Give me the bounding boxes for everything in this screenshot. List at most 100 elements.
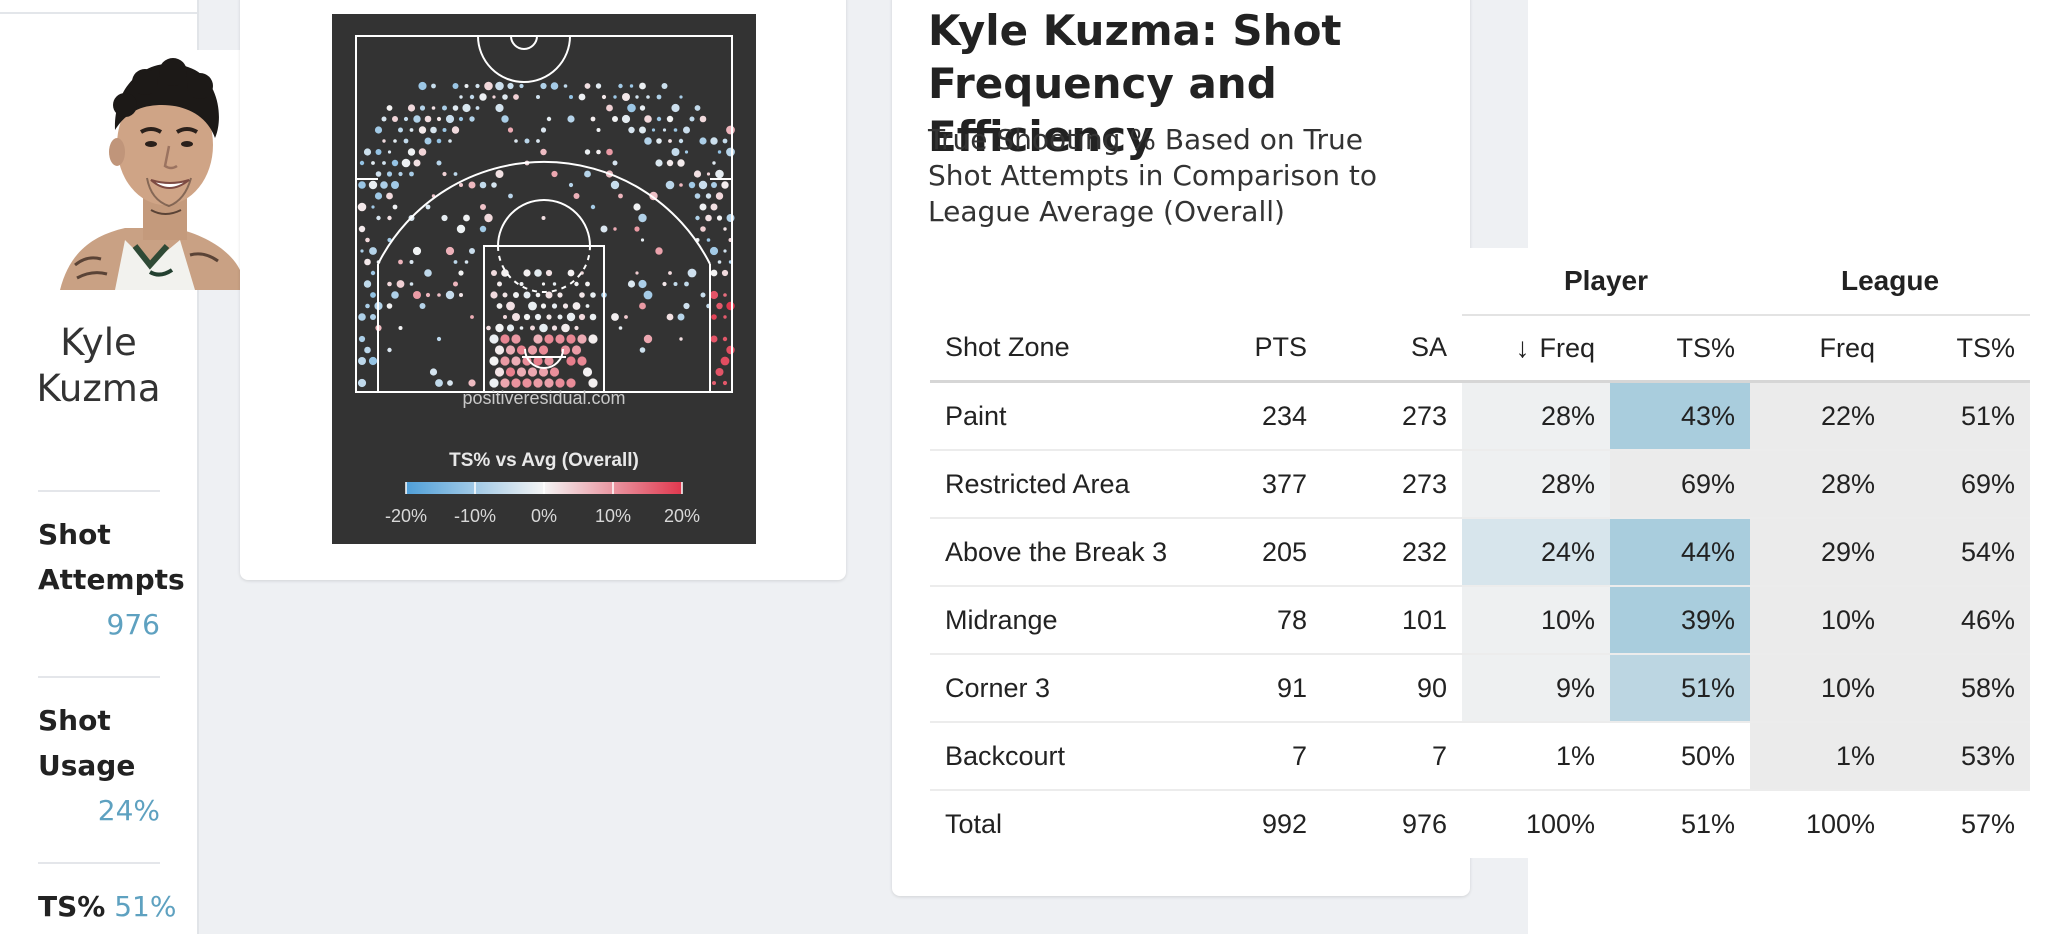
cell-zone: Corner 3: [930, 654, 1210, 723]
shot-dot: [723, 227, 727, 231]
shot-dot: [495, 170, 504, 178]
shot-dot: [479, 225, 487, 233]
shot-dot: [656, 138, 662, 144]
shot-dot: [549, 367, 560, 377]
shot-dot: [671, 148, 680, 156]
shot-dot: [511, 378, 521, 388]
shot-dot: [618, 193, 623, 199]
column-header-sa[interactable]: SA: [1322, 315, 1462, 383]
shot-chart: positiveresidual.com TS% vs Avg (Overall…: [332, 14, 756, 544]
cell-league-ts: 53%: [1890, 722, 2030, 791]
shot-dot: [479, 181, 487, 189]
cell-league-ts: 46%: [1890, 586, 2030, 655]
shot-dot: [555, 334, 565, 344]
stat-value-shot-usage: 24%: [97, 794, 160, 827]
shot-dot: [627, 280, 636, 288]
court-lines: [355, 35, 733, 393]
shot-dot: [723, 315, 727, 319]
shot-dot: [715, 368, 724, 376]
table-row: Corner 3 91 90 9% 51% 10% 58%: [930, 654, 2030, 723]
shot-dot: [368, 180, 378, 190]
shot-dot: [546, 314, 552, 320]
divider: [0, 12, 197, 14]
shot-dot: [562, 303, 569, 309]
shot-dot: [484, 213, 493, 223]
column-header-player-ts[interactable]: TS%: [1610, 315, 1750, 383]
shot-dot: [618, 83, 623, 89]
cell-sa: 273: [1322, 381, 1462, 451]
shot-dot: [677, 313, 685, 321]
shot-chart-card: positiveresidual.com TS% vs Avg (Overall…: [240, 0, 846, 580]
shot-dot: [534, 269, 542, 277]
shot-dot: [726, 345, 735, 355]
table-row-total: Total 992 976 100% 51% 100% 57%: [930, 790, 2030, 857]
shot-dot: [513, 94, 519, 100]
shot-dot: [413, 159, 421, 167]
shot-dot: [540, 127, 547, 133]
shot-dot: [585, 304, 590, 308]
shot-dot: [613, 227, 617, 231]
cell-player-ts: 69%: [1610, 450, 1750, 519]
column-header-player-freq[interactable]: ↓ Freq: [1462, 315, 1610, 383]
cell-player-freq: 10%: [1462, 586, 1610, 655]
shot-dot: [424, 137, 432, 145]
column-header-pts[interactable]: PTS: [1210, 315, 1322, 383]
shot-dot: [668, 139, 672, 143]
shot-dot: [540, 303, 547, 309]
column-header-league-ts[interactable]: TS%: [1890, 315, 2030, 383]
shot-dot: [557, 292, 563, 298]
shot-dot: [668, 271, 672, 275]
shot-dot: [584, 170, 591, 178]
shot-dot: [459, 183, 463, 187]
shot-dot: [705, 193, 712, 199]
shot-dot: [370, 314, 376, 320]
shot-dot: [566, 356, 576, 366]
shot-dot: [445, 246, 455, 256]
shot-dot: [365, 303, 370, 309]
shot-dot: [396, 280, 405, 288]
cell-sa: 232: [1322, 518, 1462, 587]
shot-dot: [475, 106, 480, 110]
shot-dot: [430, 126, 437, 134]
shot-dot: [364, 346, 371, 354]
shot-dot: [710, 269, 718, 277]
column-header-shot-zone[interactable]: Shot Zone: [930, 315, 1210, 383]
cell-pts: 78: [1210, 586, 1322, 655]
shot-dot: [673, 128, 678, 132]
shot-dot: [500, 356, 510, 366]
shot-dot: [621, 114, 631, 124]
shot-dot: [374, 126, 383, 134]
shot-dot: [655, 247, 663, 255]
shot-dot: [679, 95, 683, 99]
shot-dot: [407, 104, 416, 112]
shot-dot: [386, 171, 393, 177]
shot-dot: [566, 334, 576, 344]
shot-dot: [646, 95, 650, 99]
shot-dot: [721, 269, 729, 277]
shot-dot: [409, 171, 414, 177]
shot-dot: [585, 281, 590, 287]
shot-dot: [431, 83, 436, 89]
column-header-league-freq[interactable]: Freq: [1750, 315, 1890, 383]
shot-dot: [722, 380, 728, 386]
shot-dot: [358, 225, 366, 233]
shot-dot: [577, 356, 587, 366]
cell-player-ts: 51%: [1610, 654, 1750, 723]
shot-dot: [505, 345, 516, 355]
shot-dot: [590, 116, 596, 122]
shot-dot: [371, 205, 375, 209]
shot-dot: [566, 312, 576, 322]
shot-dot: [715, 192, 724, 200]
cell-player-ts: 44%: [1610, 518, 1750, 587]
shot-dot: [712, 381, 716, 385]
shot-dot: [552, 282, 557, 286]
cell-league-freq: 22%: [1750, 381, 1890, 451]
shot-dot: [401, 158, 411, 168]
shot-dot: [555, 378, 565, 388]
shot-dot: [671, 103, 680, 113]
shot-dot: [635, 95, 639, 99]
shot-dot: [391, 159, 399, 167]
shot-dot: [516, 367, 527, 377]
shot-dot: [506, 324, 515, 332]
cell-player-freq: 28%: [1462, 450, 1610, 519]
